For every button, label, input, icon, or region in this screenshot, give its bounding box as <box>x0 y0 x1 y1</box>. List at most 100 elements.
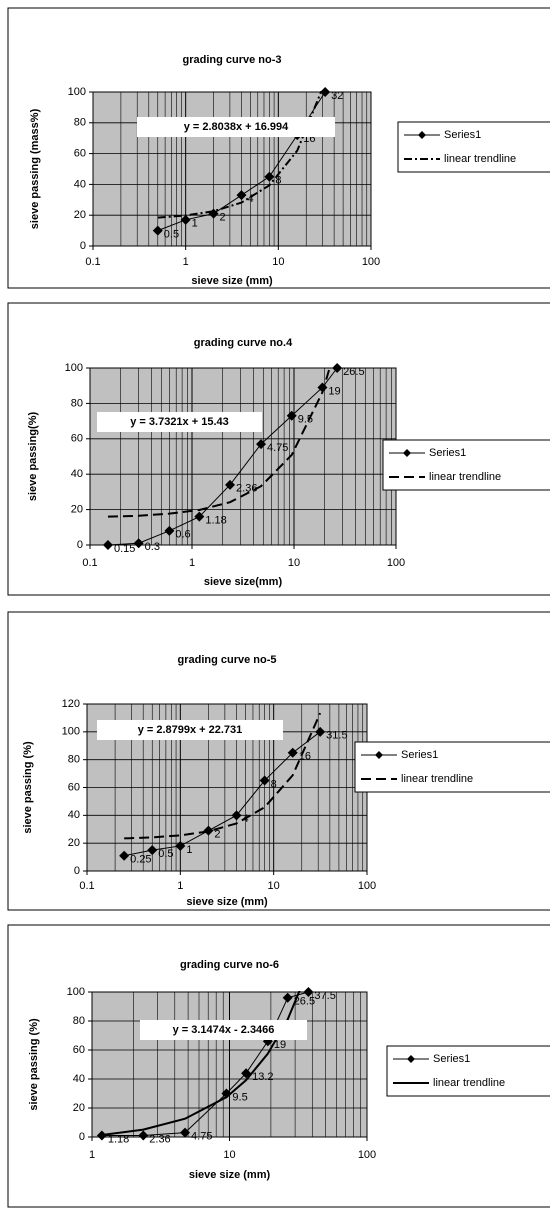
data-point <box>259 775 270 786</box>
data-label: 4.75 <box>191 1131 212 1143</box>
legend-box <box>382 439 550 491</box>
data-point <box>287 747 298 758</box>
y-tick-label: 100 <box>62 726 80 738</box>
data-label: 1.18 <box>205 515 226 527</box>
y-tick-label: 0 <box>74 865 80 877</box>
data-label: 1 <box>192 218 198 230</box>
data-label: 1 <box>186 844 192 856</box>
y-tick-label: 60 <box>71 433 83 445</box>
y-tick-label: 100 <box>65 362 83 374</box>
x-tick-label: 1 <box>177 880 183 892</box>
y-tick-label: 60 <box>73 1044 85 1056</box>
data-label: 0.5 <box>164 229 179 241</box>
x-tick-label: 0.1 <box>82 557 97 569</box>
series-line <box>124 731 321 857</box>
x-tick-label: 10 <box>272 256 284 268</box>
y-tick-label: 60 <box>74 148 86 160</box>
chart-title: grading curve no-6 <box>180 959 279 971</box>
equation: y = 3.1474x - 2.3466 <box>173 1024 275 1036</box>
x-axis-label: sieve size (mm) <box>189 1169 271 1181</box>
x-tick-label: 100 <box>358 1149 376 1161</box>
y-tick-label: 120 <box>62 698 80 710</box>
data-point <box>119 850 130 861</box>
y-tick-label: 20 <box>74 209 86 221</box>
data-point <box>152 225 163 236</box>
legend-marker <box>407 1055 415 1063</box>
legend-label: linear trendline <box>444 153 516 165</box>
data-point <box>180 1127 191 1138</box>
data-label: 2 <box>220 212 226 224</box>
data-label: 0.15 <box>114 543 135 555</box>
legend-box <box>386 1045 550 1097</box>
plot-area <box>92 91 372 247</box>
y-tick-label: 0 <box>79 1131 85 1143</box>
x-tick-label: 100 <box>387 557 405 569</box>
legend-label: linear trendline <box>401 773 473 785</box>
data-point <box>256 439 267 450</box>
y-tick-label: 40 <box>68 809 80 821</box>
data-label: 0.5 <box>158 848 173 860</box>
data-point <box>236 190 247 201</box>
y-axis-label: sieve passing(%) <box>27 412 39 502</box>
x-tick-label: 100 <box>362 256 380 268</box>
equation: y = 3.7321x + 15.43 <box>130 416 228 428</box>
chart: grading curve no-3 0 20 40 60 80 100 0.1 1 10 100 s… <box>7 7 550 289</box>
x-axis-label: sieve size(mm) <box>204 576 283 588</box>
x-tick-label: 100 <box>358 880 376 892</box>
y-tick-label: 100 <box>67 986 85 998</box>
data-point <box>286 410 297 421</box>
chart-title: grading curve no-5 <box>177 654 276 666</box>
legend-label: Series1 <box>433 1053 470 1065</box>
data-point <box>225 479 236 490</box>
y-tick-label: 40 <box>74 178 86 190</box>
y-tick-label: 40 <box>71 468 83 480</box>
data-point <box>102 540 113 550</box>
legend-marker <box>403 449 411 457</box>
data-label: 1.18 <box>108 1133 129 1145</box>
trendline <box>107 367 331 518</box>
x-tick-label: 1 <box>183 256 189 268</box>
data-point <box>332 363 343 373</box>
data-point <box>96 1130 107 1141</box>
y-tick-label: 80 <box>68 754 80 766</box>
y-tick-label: 0 <box>77 539 83 551</box>
data-point <box>194 511 205 522</box>
data-label: 19 <box>328 385 340 397</box>
equation: y = 2.8799x + 22.731 <box>138 724 243 736</box>
y-tick-label: 20 <box>71 504 83 516</box>
y-tick-label: 20 <box>73 1102 85 1114</box>
data-point <box>320 87 331 97</box>
data-label: 2.36 <box>149 1133 170 1145</box>
data-label: 0.3 <box>145 541 160 553</box>
legend-label: Series1 <box>429 447 466 459</box>
x-tick-label: 10 <box>288 557 300 569</box>
legend-box <box>397 121 550 173</box>
y-tick-label: 40 <box>73 1073 85 1085</box>
legend-label: Series1 <box>444 129 481 141</box>
x-tick-label: 10 <box>223 1149 235 1161</box>
y-tick-label: 0 <box>80 240 86 252</box>
legend-box <box>354 741 550 793</box>
y-axis-label: sieve passing (%) <box>22 741 34 834</box>
y-axis-label: sieve passing (mass%) <box>29 108 41 229</box>
series-line <box>101 991 309 1137</box>
data-label: 26.5 <box>294 996 315 1008</box>
chart: grading curve no-5 0 20 40 60 80 100 120 0.1 1 10 1… <box>7 611 550 911</box>
y-tick-label: 80 <box>71 397 83 409</box>
chart-title: grading curve no.4 <box>194 337 293 349</box>
chart: grading curve no-6 0 20 40 60 80 100 1 10 100 siev… <box>7 924 550 1208</box>
chart: grading curve no.4 0 20 40 60 80 100 0.1 1 10 100 s… <box>7 302 550 596</box>
data-point <box>147 845 158 856</box>
data-label: 4.75 <box>267 442 288 454</box>
data-label: 4 <box>247 193 253 205</box>
x-tick-label: 1 <box>89 1149 95 1161</box>
y-tick-label: 60 <box>68 781 80 793</box>
data-label: 0.25 <box>130 854 151 866</box>
equation: y = 2.8038x + 16.994 <box>184 121 289 133</box>
equation-box <box>97 720 283 740</box>
x-tick-label: 10 <box>268 880 280 892</box>
y-tick-label: 80 <box>74 117 86 129</box>
equation-box <box>137 117 335 137</box>
legend-label: linear trendline <box>429 471 501 483</box>
legend-label: Series1 <box>401 749 438 761</box>
